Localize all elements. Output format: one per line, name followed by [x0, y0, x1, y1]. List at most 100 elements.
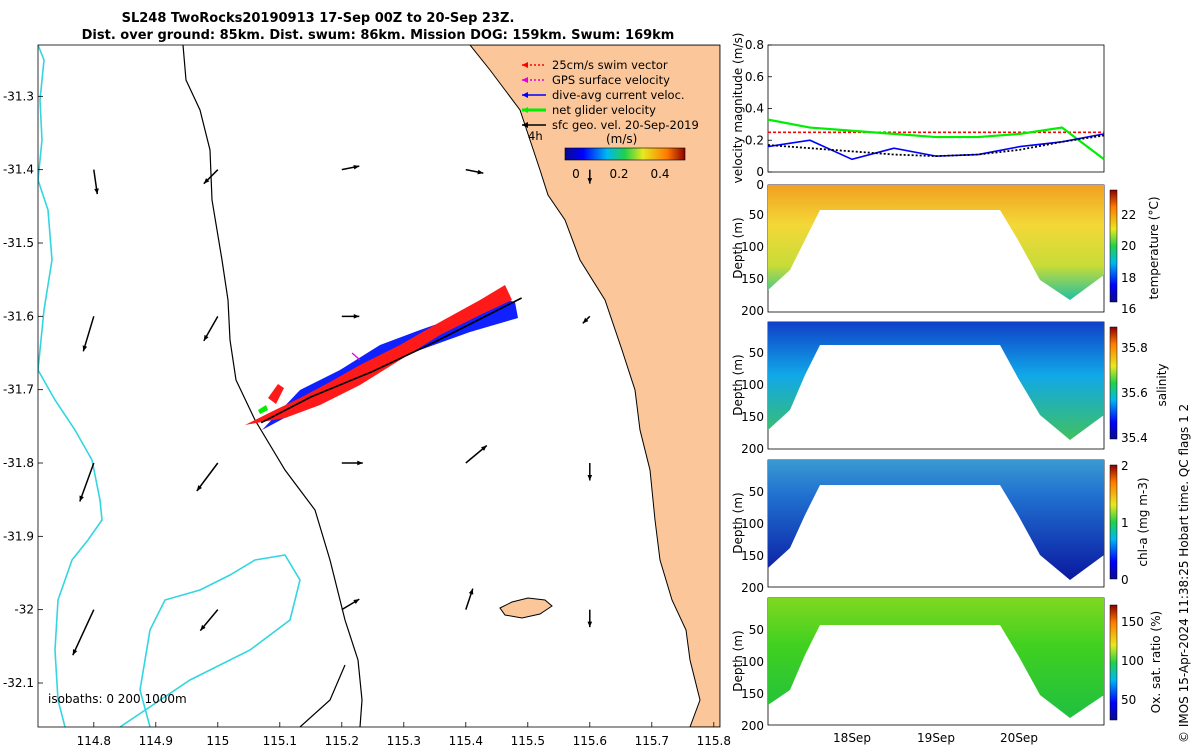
- land-area: [469, 45, 720, 727]
- surface-vector-arrow: [203, 315, 219, 342]
- gps-surface-velocity-mark: [351, 352, 361, 361]
- velocity-ytick-label: 0.4: [745, 102, 764, 116]
- map-xtick-label: 115: [206, 734, 229, 748]
- oxygen-panel: Depth (m) 50 100 150 200 150 100 50 Ox. …: [731, 597, 1163, 733]
- surface-vector-arrow: [587, 609, 593, 628]
- map-ytick-label: -32: [14, 603, 34, 617]
- time-marker: 4h: [528, 129, 543, 143]
- map-panel: 114.8 114.9 115 115.1 115.2 115.3 115.4 115.5 11…: [3, 44, 731, 748]
- map-ytick-label: -31.3: [3, 89, 34, 103]
- legend-entry: sfc geo. vel. 20-Sep-2019: [522, 118, 699, 132]
- date-tick-1: 19Sep: [917, 731, 955, 745]
- oxygen-ctick-2: 50: [1121, 693, 1136, 707]
- temperature-ctick-2: 18: [1121, 271, 1136, 285]
- map-xtick-label: 115.3: [387, 734, 421, 748]
- map-colorbar: [564, 147, 686, 161]
- chla-ytick-0: 50: [749, 485, 764, 499]
- temperature-ytick-2: 100: [741, 240, 764, 254]
- chla-ctick-0: 2: [1121, 459, 1129, 473]
- title-line-1: SL248 TwoRocks20190913 17-Sep 00Z to 20-…: [122, 11, 515, 26]
- temperature-ctick-3: 16: [1121, 302, 1136, 316]
- map-xtick-label: 115.5: [511, 734, 545, 748]
- oxygen-ytick-2: 150: [741, 687, 764, 701]
- colorbar-tick-2: 0.4: [650, 167, 669, 181]
- island: [499, 597, 553, 619]
- map-xtick-label: 115.8: [697, 734, 731, 748]
- temperature-ytick-3: 150: [741, 272, 764, 286]
- surface-vector-arrow: [465, 444, 488, 464]
- map-ytick-label: -31.8: [3, 456, 34, 470]
- map-ytick-label: -31.6: [3, 309, 34, 323]
- oxygen-ylabel: Depth (m): [731, 630, 745, 691]
- surface-vector-arrow: [93, 169, 99, 195]
- isobath-1000: [38, 45, 103, 727]
- salinity-ytick-1: 100: [741, 378, 764, 392]
- map-xtick-label: 115.7: [635, 734, 669, 748]
- map-ytick-label: -31.7: [3, 383, 34, 397]
- swim-vector-spike: [268, 384, 284, 404]
- legend-entry: 25cm/s swim vector: [522, 58, 668, 72]
- velocity-series-line: [767, 134, 1105, 158]
- surface-vector-arrow: [341, 164, 360, 171]
- temperature-field: [768, 185, 1104, 300]
- velocity-ytick-label: 0.8: [745, 38, 764, 52]
- chla-ylabel: Depth (m): [731, 492, 745, 553]
- legend-entry: dive-avg current veloc.: [522, 88, 685, 102]
- surface-vector-arrow: [196, 462, 219, 492]
- salinity-ytick-2: 150: [741, 410, 764, 424]
- oxygen-ctick-1: 100: [1121, 654, 1144, 668]
- legend-label: dive-avg current veloc.: [552, 88, 685, 102]
- velocity-y-axis: 0 0.2 0.4 0.6 0.8: [745, 38, 772, 179]
- glider-track: [260, 297, 522, 424]
- velocity-ytick-label: 0: [756, 165, 764, 179]
- legend-entry: GPS surface velocity: [522, 73, 670, 87]
- surface-vector-arrow: [203, 169, 219, 185]
- legend-label: sfc geo. vel. 20-Sep-2019: [552, 118, 699, 132]
- salinity-ctick-2: 35.4: [1121, 431, 1148, 445]
- temperature-ytick-0: 0: [756, 178, 764, 192]
- isobaths-label: isobaths: 0 200 1000m: [48, 692, 187, 706]
- temperature-ctick-1: 20: [1121, 239, 1136, 253]
- map-ytick-label: -31.4: [3, 163, 34, 177]
- salinity-ctick-1: 35.6: [1121, 386, 1148, 400]
- isobath-200-b: [299, 664, 346, 727]
- temperature-panel: Depth (m) 0 50 100 150 200 22 20 18 16 t…: [731, 178, 1161, 318]
- map-xtick-label: 115.4: [449, 734, 483, 748]
- legend-label: 25cm/s swim vector: [552, 58, 668, 72]
- legend-label: net glider velocity: [552, 103, 656, 117]
- salinity-panel: Depth (m) 50 100 150 200 35.8 35.6 35.4 …: [731, 321, 1169, 456]
- oxygen-cbar-label: Ox. sat. ratio (%): [1149, 611, 1163, 713]
- salinity-ylabel: Depth (m): [731, 354, 745, 415]
- salinity-ytick-0: 50: [749, 346, 764, 360]
- oxygen-ytick-1: 100: [741, 655, 764, 669]
- legend-entry: net glider velocity: [522, 103, 656, 117]
- swim-vector-swath: [245, 285, 512, 425]
- salinity-ytick-3: 200: [741, 442, 764, 456]
- surface-vector-arrow: [341, 313, 360, 319]
- map-xtick-label: 115.1: [263, 734, 297, 748]
- chla-colorbar: [1109, 464, 1118, 580]
- map-x-axis: 114.8 114.9 115 115.1 115.2 115.3 115.4 115.5 11…: [77, 722, 731, 748]
- surface-vector-arrow: [199, 609, 219, 632]
- temperature-cbar-label: temperature (°C): [1147, 197, 1161, 300]
- legend-label: GPS surface velocity: [552, 73, 670, 87]
- net-glider-velocity-marks: [258, 405, 268, 414]
- temperature-ylabel: Depth (m): [731, 217, 745, 278]
- temperature-ytick-4: 200: [741, 304, 764, 318]
- glider-track-line: [260, 297, 522, 424]
- salinity-ctick-0: 35.8: [1121, 341, 1148, 355]
- chla-cbar-label: chl-a (mg m-3): [1136, 477, 1150, 566]
- velocity-series: [767, 118, 1105, 161]
- footer-credit: © IMOS 15-Apr-2024 11:38:25 Hobart time.…: [1177, 404, 1191, 743]
- colorbar-tick-0: 0: [572, 167, 580, 181]
- velocity-panel: 0 0.2 0.4 0.6 0.8 velocity magnitude (m/s): [731, 33, 1105, 183]
- date-tick-0: 18Sep: [833, 731, 871, 745]
- surface-vector-arrow: [72, 609, 95, 656]
- chla-ctick-1: 1: [1121, 516, 1129, 530]
- oxygen-colorbar: [1109, 604, 1118, 721]
- temperature-ctick-0: 22: [1121, 208, 1136, 222]
- surface-vector-arrow: [79, 462, 95, 502]
- title-line-2: Dist. over ground: 85km. Dist. swum: 86k…: [82, 28, 675, 43]
